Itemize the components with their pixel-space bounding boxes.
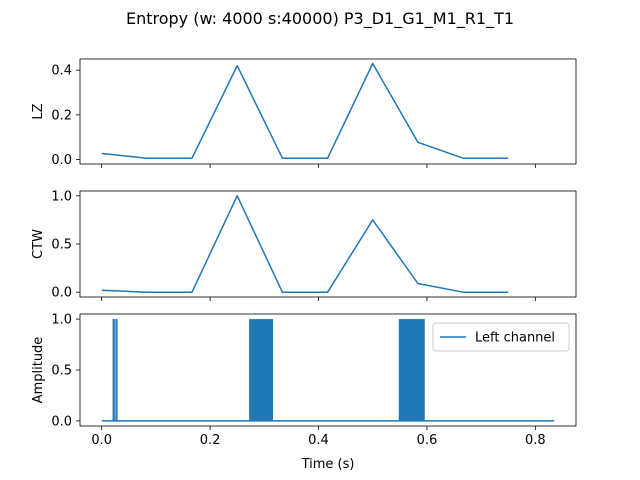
- lz-y-axis-label: LZ: [31, 103, 46, 119]
- lz-y-tick-label: 0.4: [51, 64, 72, 79]
- ctw-y-tick-label: 0.0: [51, 286, 72, 301]
- amplitude-burst: [398, 319, 425, 421]
- amplitude-y-axis-label: Amplitude: [31, 337, 46, 404]
- x-tick-label: 0.0: [91, 433, 112, 448]
- panel-ctw: 0.0 0.5 1.0 CTW: [31, 189, 577, 301]
- x-tick-label: 0.2: [200, 433, 221, 448]
- amplitude-y-tick-label: 0.0: [51, 414, 72, 429]
- ctw-series-line: [101, 195, 509, 293]
- lz-y-tick-label: 0.0: [51, 153, 72, 168]
- lz-series-line: [101, 62, 509, 159]
- amplitude-y-tick-label: 1.0: [51, 313, 72, 328]
- amplitude-burst: [249, 319, 273, 421]
- ctw-frame: [79, 190, 577, 298]
- ctw-y-tick-label: 1.0: [51, 189, 72, 204]
- x-axis-label: Time (s): [301, 457, 355, 472]
- legend: Left channel: [432, 322, 570, 352]
- lz-y-tick-label: 0.2: [51, 108, 72, 123]
- lz-frame: [79, 58, 577, 165]
- legend-frame: [432, 322, 570, 352]
- panel-amplitude: 0.0 0.2 0.4 0.6 0.8 0.0 0.5 1.0 Amplitude Left ch…: [31, 313, 577, 448]
- x-tick-label: 0.8: [525, 433, 546, 448]
- amplitude-y-tick-label: 0.5: [51, 364, 72, 379]
- chart-title: Entropy (w: 4000 s:40000) P3_D1_G1_M1_R1…: [126, 9, 514, 29]
- legend-entry: Left channel: [475, 331, 555, 346]
- x-tick-label: 0.6: [417, 433, 438, 448]
- x-tick-label: 0.4: [308, 433, 329, 448]
- panel-lz: 0.0 0.2 0.4 LZ: [31, 58, 577, 168]
- ctw-y-axis-label: CTW: [31, 229, 46, 259]
- ctw-y-tick-label: 0.5: [51, 238, 72, 253]
